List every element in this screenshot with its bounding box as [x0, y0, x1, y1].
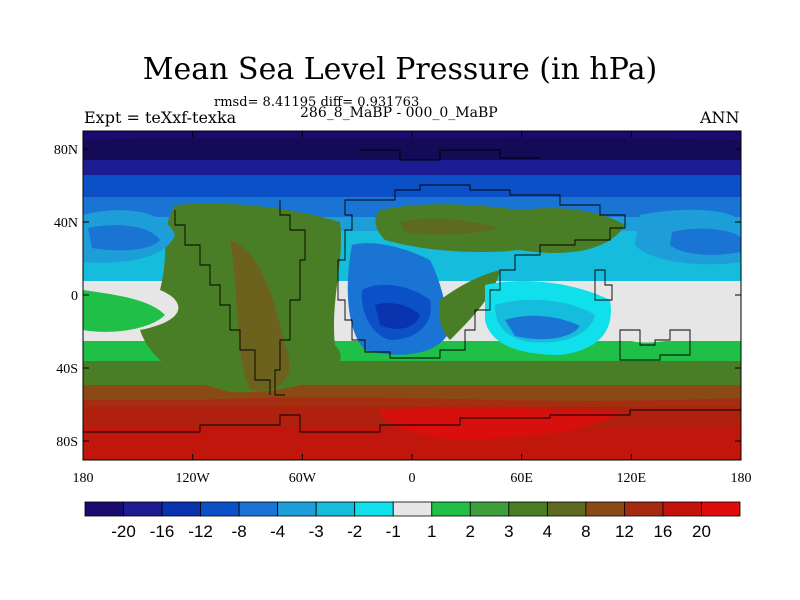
western-margin-outline	[174, 210, 271, 395]
colorbar-label: -2	[347, 522, 362, 541]
comparison-label: 286_8_MaBP - 000_0_MaBP	[300, 105, 498, 121]
y-tick-label: 80S	[56, 435, 78, 450]
x-tick-label: 120W	[176, 471, 211, 486]
colorbar-label: 12	[615, 522, 634, 541]
eastern-coastal-green	[439, 270, 500, 340]
central-ridge-outline	[274, 200, 306, 396]
figure-title: Mean Sea Level Pressure (in hPa)	[142, 52, 658, 87]
colorbar-label: -16	[150, 522, 175, 541]
colorbar-label: 20	[692, 522, 711, 541]
x-tick-label: 60W	[289, 471, 317, 486]
band-60n	[83, 175, 741, 197]
colorbar: -20 -16 -12 -8 -4 -3 -2 -1 1 2 3 4 8 12 16 20	[84, 501, 741, 541]
x-tick-label: 180	[731, 471, 752, 486]
colorbar-swatch	[84, 501, 124, 517]
colorbar-label: -20	[111, 522, 136, 541]
west-equatorial-green	[83, 290, 165, 332]
northern-landmass-outline	[360, 149, 540, 161]
colorbar-label: 8	[581, 522, 590, 541]
x-tick-label: 180	[73, 471, 94, 486]
north-atlantic-low-core	[670, 228, 741, 255]
colorbar-swatch	[277, 501, 317, 517]
colorbar-swatch	[161, 501, 201, 517]
experiment-label: Expt = teXxf-texka	[84, 108, 237, 127]
colorbar-label: 1	[427, 522, 436, 541]
y-tick-label: 0	[71, 289, 78, 304]
southeast-neutral	[615, 300, 690, 343]
southern-landmass-outline	[83, 409, 741, 433]
pressure-field	[83, 131, 741, 460]
colorbar-label: -1	[386, 522, 401, 541]
colorbar-swatch	[469, 501, 510, 517]
pacific-core-region	[230, 240, 290, 391]
coastlines	[83, 149, 741, 433]
northern-continent-brown	[375, 204, 625, 253]
colorbar-label: -4	[270, 522, 285, 541]
colorbar-label: -3	[309, 522, 324, 541]
y-tick-label: 40N	[54, 216, 78, 231]
north-pacific-low-core	[88, 225, 160, 251]
y-tick-label: 40S	[56, 362, 78, 377]
continental-low-center	[375, 303, 420, 329]
colorbar-swatch	[315, 501, 356, 517]
colorbar-label: 2	[466, 522, 475, 541]
polar-north-core	[83, 137, 741, 160]
colorbar-swatch	[392, 501, 433, 517]
small-island-outline	[594, 269, 613, 301]
colorbar-label: -12	[188, 522, 213, 541]
colorbar-swatch	[123, 501, 163, 517]
supercontinent-outline	[337, 184, 626, 359]
season-label: ANN	[700, 108, 740, 127]
colorbar-swatch	[431, 501, 471, 517]
colorbar-swatch	[354, 501, 394, 517]
colorbar-swatch	[200, 501, 240, 517]
colorbar-swatch	[546, 501, 587, 517]
colorbar-label: -8	[232, 522, 247, 541]
southern-high-core	[380, 407, 620, 440]
colorbar-label: 4	[543, 522, 552, 541]
southeast-landmass-outline	[619, 329, 691, 361]
stats-text: rmsd= 8.41195 diff= 0.931763	[214, 95, 420, 110]
colorbar-label: 16	[653, 522, 672, 541]
x-tick-label: 0	[409, 471, 416, 486]
northern-continent-core	[400, 218, 500, 235]
colorbar-swatch	[701, 501, 741, 517]
colorbar-swatch	[238, 501, 279, 517]
y-tick-label: 80N	[54, 143, 78, 158]
x-tick-label: 120E	[617, 471, 647, 486]
x-tick-label: 60E	[510, 471, 533, 486]
colorbar-label: 3	[504, 522, 513, 541]
colorbar-swatch	[662, 501, 702, 517]
axis-ticks: 180 120W 60W 0 60E 120E 180 80N 40N 0 40S 80S	[54, 131, 752, 486]
indian-ocean-low-core	[505, 315, 580, 340]
colorbar-swatch	[585, 501, 625, 517]
colorbar-swatch	[508, 501, 548, 517]
colorbar-swatch	[624, 501, 664, 517]
